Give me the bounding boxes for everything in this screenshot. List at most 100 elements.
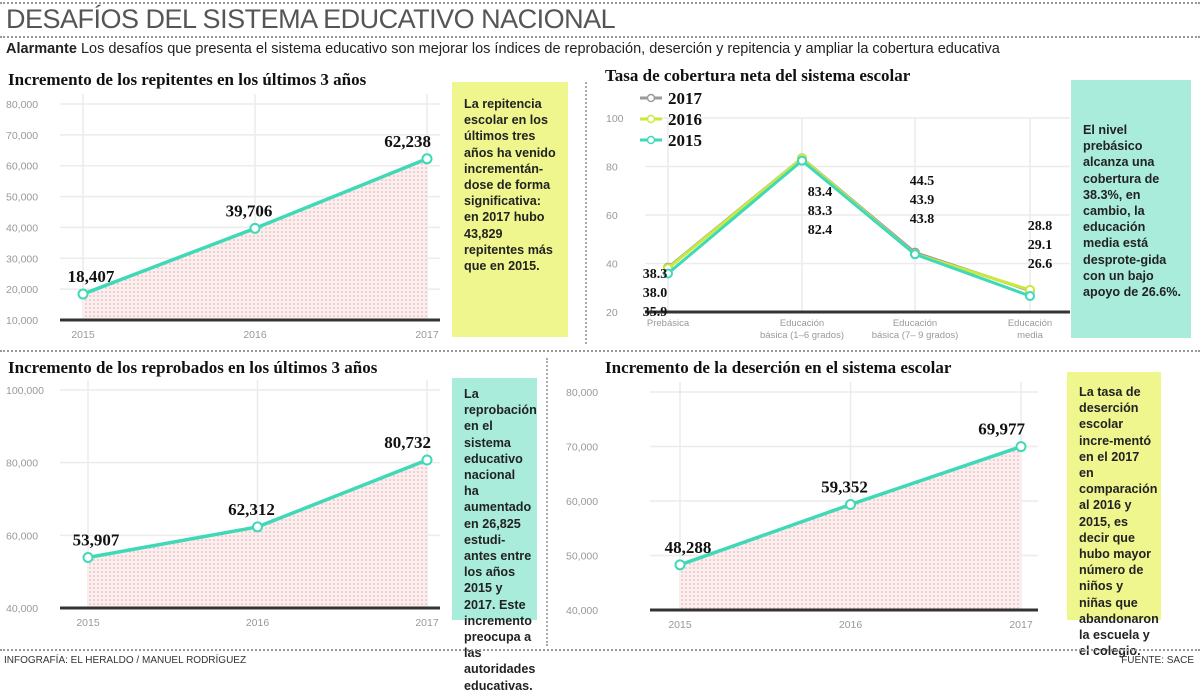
data-point bbox=[674, 559, 686, 571]
data-point-2015 bbox=[1025, 290, 1035, 301]
data-label: 48,288 bbox=[665, 538, 712, 557]
x-tick-label: 2017 bbox=[415, 617, 439, 629]
x-tick-label: Educación básica (7– 9 grados) bbox=[872, 318, 959, 341]
data-label: 44.5 bbox=[910, 174, 935, 189]
data-label: 80,732 bbox=[384, 433, 431, 452]
chart-reprobados: 40,000 60,000 80,000 100,000 2015 2016 2017 53,… bbox=[6, 380, 440, 629]
y-tick-label: 60 bbox=[606, 210, 618, 222]
y-tick-label: 40,000 bbox=[566, 605, 598, 617]
x-tick-label: 2015 bbox=[71, 329, 95, 341]
chart-desercion: 40,000 50,000 60,000 70,000 80,000 2015 2016 20… bbox=[566, 382, 1038, 631]
y-tick-label: 80 bbox=[606, 162, 618, 174]
series-line-2016 bbox=[667, 156, 1031, 292]
y-tick-label: 80,000 bbox=[6, 458, 38, 470]
legend-label: 2015 bbox=[668, 131, 702, 150]
data-label: 26.6 bbox=[1028, 257, 1053, 272]
y-tick-label: 80,000 bbox=[566, 387, 598, 399]
lead-text: Alarmante Los desafíos que presenta el s… bbox=[6, 41, 1000, 57]
lead-bold: Alarmante bbox=[6, 41, 77, 57]
x-tick-label: 2016 bbox=[243, 329, 267, 341]
y-tick-label: 70,000 bbox=[566, 442, 598, 454]
y-tick-label: 50,000 bbox=[6, 192, 38, 204]
data-point bbox=[421, 454, 433, 466]
data-point bbox=[421, 153, 433, 165]
data-label: 39,706 bbox=[226, 201, 273, 220]
chart-title-desercion: Incremento de la deserción en el sistema… bbox=[605, 358, 952, 377]
chart-title-reprobados: Incremento de los reprobados en los últi… bbox=[8, 358, 378, 377]
data-label: 18,407 bbox=[68, 267, 115, 286]
area-fill bbox=[83, 158, 427, 320]
footer-source: FUENTE: SACE bbox=[1121, 655, 1194, 666]
y-tick-label: 100 bbox=[606, 113, 624, 125]
middle-divider bbox=[0, 350, 1200, 352]
y-tick-label: 60,000 bbox=[6, 161, 38, 173]
note-desercion: La tasa de deserción escolar incre-mentó… bbox=[1067, 372, 1161, 658]
area-fill bbox=[88, 460, 427, 608]
top-divider bbox=[0, 2, 1200, 4]
chart-title-cobertura: Tasa de cobertura neta del sistema escol… bbox=[605, 66, 911, 85]
legend-label: 2017 bbox=[668, 89, 703, 108]
chart-repitentes: 10,000 20,000 30,000 40,000 50,000 60,000 70,0… bbox=[6, 94, 440, 341]
x-tick-label: 2017 bbox=[415, 329, 439, 341]
data-point bbox=[252, 521, 263, 533]
data-label: 62,238 bbox=[384, 132, 431, 151]
data-label: 82.4 bbox=[808, 223, 833, 238]
y-tick-label: 40,000 bbox=[6, 603, 38, 615]
x-tick-label: Educación básica (1–6 grados) bbox=[760, 318, 844, 341]
data-point-2015 bbox=[910, 249, 920, 260]
legend-marker bbox=[646, 135, 656, 145]
data-label: 38.3 bbox=[643, 267, 668, 282]
x-tick-label: 2015 bbox=[668, 619, 692, 631]
y-tick-label: 80,000 bbox=[6, 99, 38, 111]
data-label: 69,977 bbox=[978, 420, 1025, 439]
y-tick-label: 40,000 bbox=[6, 222, 38, 234]
note-reprobados: La reprobación en el sistema educativo n… bbox=[452, 378, 537, 693]
data-label: 43.8 bbox=[910, 212, 935, 227]
data-label: 29.1 bbox=[1028, 238, 1053, 253]
data-point bbox=[82, 551, 94, 563]
title-divider bbox=[0, 36, 1200, 38]
x-tick-label: 2015 bbox=[76, 617, 100, 629]
data-label: 62,312 bbox=[228, 500, 275, 519]
vertical-divider-bottom bbox=[546, 358, 548, 646]
data-label: 53,907 bbox=[73, 530, 120, 549]
lead-body: Los desafíos que presenta el sistema edu… bbox=[76, 41, 1000, 57]
y-tick-label: 100,000 bbox=[6, 385, 44, 397]
note-cobertura: El nivel prebásico alcanza una cobertura… bbox=[1071, 80, 1191, 338]
data-point bbox=[77, 288, 89, 300]
data-label: 28.8 bbox=[1028, 219, 1053, 234]
data-point bbox=[1015, 441, 1027, 453]
data-label: 83.4 bbox=[808, 185, 833, 200]
y-tick-label: 40 bbox=[606, 259, 618, 271]
data-point bbox=[845, 499, 856, 511]
vertical-divider bbox=[585, 82, 587, 344]
y-tick-label: 10,000 bbox=[6, 315, 38, 327]
x-tick-label: Prebásica bbox=[647, 318, 690, 329]
y-tick-label: 50,000 bbox=[566, 551, 598, 563]
legend-label: 2016 bbox=[668, 110, 702, 129]
page-title: DESAFÍOS DEL SISTEMA EDUCATIVO NACIONAL bbox=[6, 4, 616, 34]
footer-credit: INFOGRAFÍA: EL HERALDO / MANUEL RODRÍGUE… bbox=[4, 655, 247, 666]
data-label: 43.9 bbox=[910, 193, 935, 208]
data-point-2015 bbox=[797, 155, 807, 166]
legend-marker bbox=[646, 114, 656, 124]
chart-title-repitentes: Incremento de los repitentes en los últi… bbox=[8, 70, 367, 89]
y-tick-label: 20,000 bbox=[6, 284, 38, 296]
y-tick-label: 60,000 bbox=[566, 496, 598, 508]
series-line-2015 bbox=[667, 158, 1031, 298]
y-tick-label: 30,000 bbox=[6, 253, 38, 265]
x-tick-label: 2016 bbox=[246, 617, 270, 629]
chart-cobertura: 20 40 60 80 100 Prebásica Educación básica (1–6… bbox=[606, 89, 1070, 341]
data-point bbox=[249, 222, 261, 234]
data-label: 83.3 bbox=[808, 204, 833, 219]
data-label: 38.0 bbox=[643, 286, 668, 301]
y-tick-label: 60,000 bbox=[6, 530, 38, 542]
y-tick-label: 20 bbox=[606, 307, 618, 319]
y-tick-label: 70,000 bbox=[6, 130, 38, 142]
x-tick-label: 2016 bbox=[839, 619, 863, 631]
data-label: 59,352 bbox=[821, 478, 868, 497]
footer-divider bbox=[0, 649, 1200, 651]
note-repitentes: La repitencia escolar en los últimos tre… bbox=[452, 82, 568, 337]
legend-marker bbox=[646, 93, 656, 103]
x-tick-label: Educación media bbox=[1008, 318, 1052, 341]
